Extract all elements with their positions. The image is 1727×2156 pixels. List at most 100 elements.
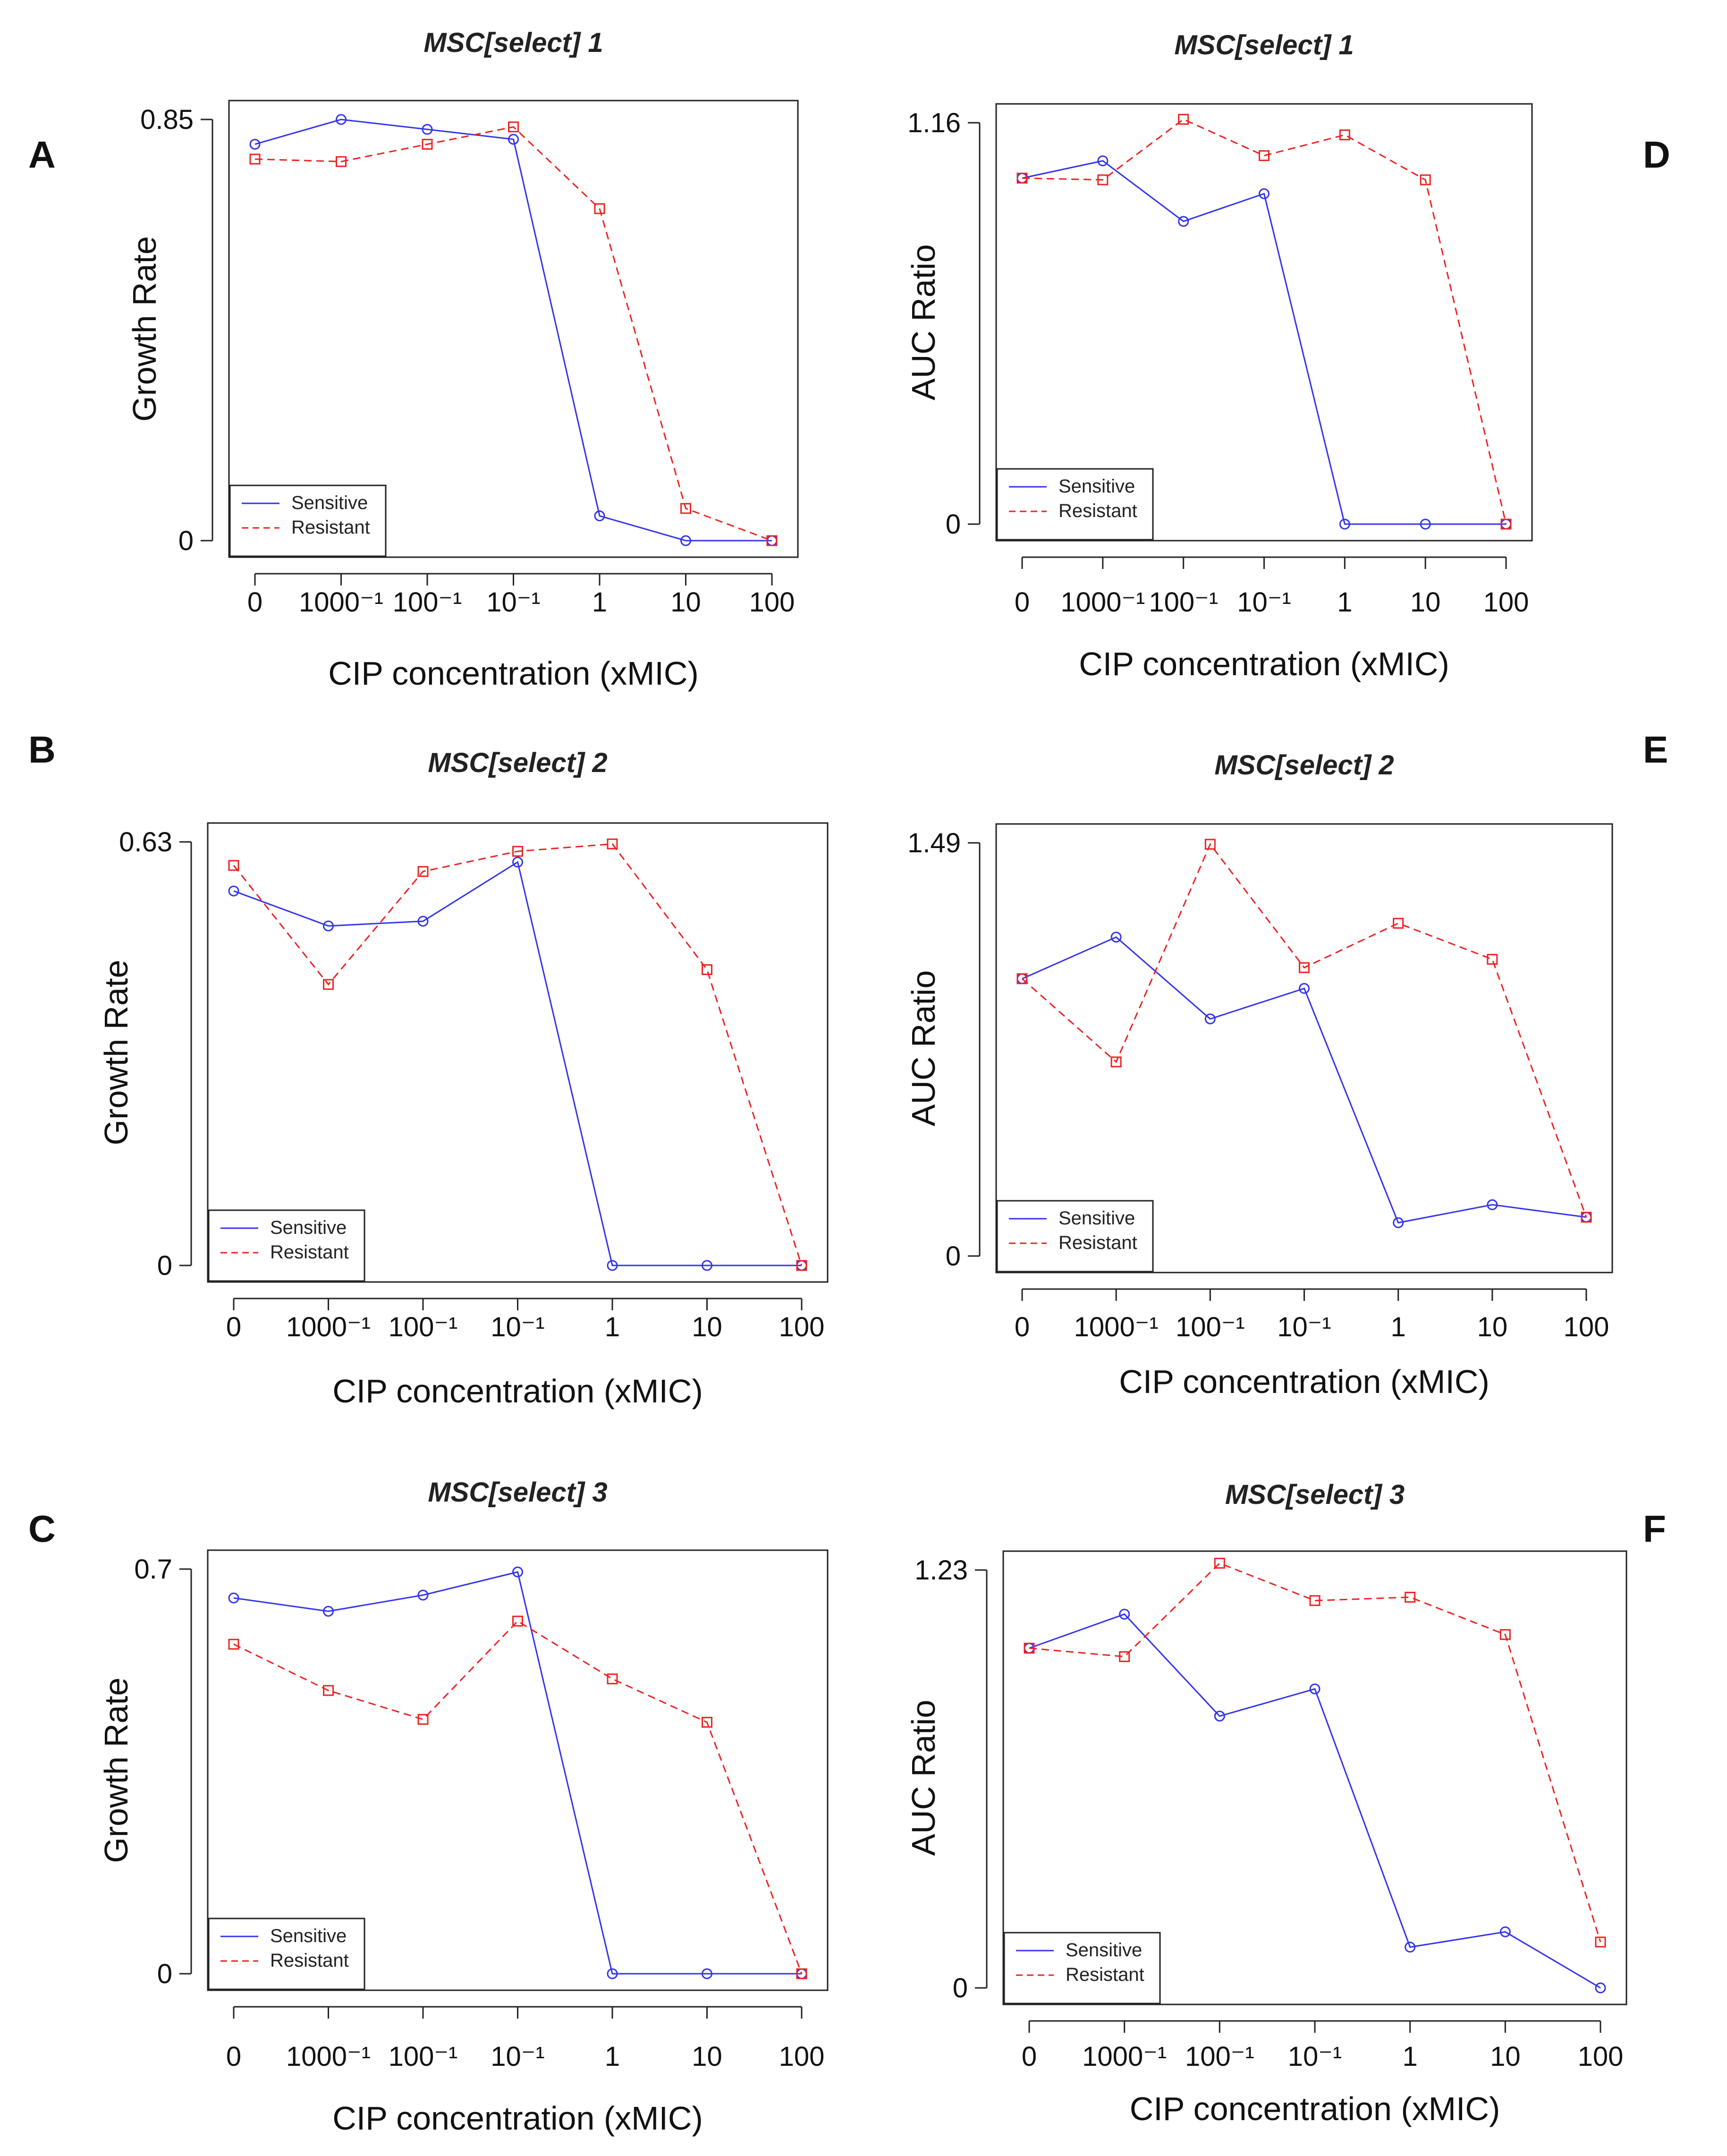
legend-label-resistant: Resistant [1058, 501, 1137, 521]
x-tick-label: 100⁻¹ [1149, 587, 1218, 618]
data-point-sensitive [1595, 1982, 1606, 1994]
x-tick-label: 100⁻¹ [393, 587, 462, 618]
plot-title: MSC[select] 3 [1225, 1479, 1405, 1510]
x-tick-label: 100 [1483, 587, 1529, 618]
x-tick-label: 1 [605, 2041, 620, 2072]
data-point-resistant [766, 535, 778, 546]
data-point-sensitive [417, 916, 429, 927]
data-point-resistant [1204, 839, 1216, 850]
legend-box [208, 1209, 365, 1282]
data-point-resistant [1487, 954, 1498, 965]
data-point-sensitive [417, 1589, 429, 1601]
series-line-sensitive [254, 119, 772, 542]
data-point-resistant [680, 503, 691, 514]
y-axis-label: Growth Rate [98, 960, 135, 1146]
data-point-resistant [702, 964, 712, 976]
x-tick-label: 100⁻¹ [1185, 2041, 1254, 2072]
legend: Sensitive Resistant [996, 468, 1154, 541]
x-tick-label: 100⁻¹ [389, 1312, 458, 1342]
data-point-resistant [228, 1638, 239, 1650]
y-tick-label: 1.16 [907, 108, 961, 138]
data-point-resistant [508, 121, 519, 133]
series-line-resistant [233, 1620, 803, 1974]
legend-label-resistant: Resistant [1058, 1232, 1137, 1253]
data-point-resistant [323, 979, 334, 990]
y-tick-label: 0 [178, 526, 194, 556]
x-tick-label: 10 [1477, 1312, 1508, 1342]
data-point-resistant [1119, 1651, 1130, 1662]
x-tick-label: 1000⁻¹ [299, 587, 383, 618]
legend: Sensitive Resistant [208, 1918, 365, 1990]
x-tick-label: 10⁻¹ [486, 587, 540, 618]
x-tick-label: 10⁻¹ [491, 1312, 544, 1342]
plot-frame [207, 822, 829, 1283]
panel-d: D MSC[select] 1 0 1000⁻¹ 100⁻¹ 10⁻¹ 1 10 100 0 1.1… [905, 30, 1670, 682]
x-tick-label: 10 [1490, 2041, 1521, 2072]
y-tick-label: 0.63 [119, 827, 172, 857]
data-point-resistant [1097, 174, 1109, 186]
data-point-resistant [594, 203, 605, 214]
legend-label-sensitive: Sensitive [1058, 1208, 1135, 1229]
data-point-resistant [417, 1714, 429, 1725]
data-point-sensitive [1178, 216, 1189, 227]
panel-c: C MSC[select] 3 0 1000⁻¹ 100⁻¹ 10⁻¹ 1 10 100 0 0.7… [28, 1477, 829, 2137]
series-line-sensitive [1022, 160, 1506, 525]
y-tick-label: 0.7 [134, 1554, 172, 1585]
data-point-sensitive [1487, 1199, 1498, 1210]
panel-letter-d: D [1643, 134, 1670, 176]
data-point-resistant [1595, 1936, 1606, 1948]
x-tick-label: 100 [779, 2041, 825, 2072]
data-point-resistant [1393, 917, 1404, 929]
data-point-sensitive [1420, 518, 1431, 530]
x-axis-label: CIP concentration (xMIC) [1130, 2090, 1500, 2127]
data-point-sensitive [1405, 1942, 1416, 1953]
x-tick-label: 100 [779, 1312, 825, 1342]
data-point-resistant [249, 153, 261, 165]
legend-label-sensitive: Sensitive [270, 1217, 347, 1238]
x-tick-label: 0 [1015, 587, 1030, 618]
data-point-sensitive [1339, 518, 1350, 530]
y-tick-label: 1.49 [907, 828, 961, 858]
x-axis-label: CIP concentration (xMIC) [1079, 645, 1449, 682]
x-tick-label: 10 [692, 2041, 722, 2072]
x-axis-label: CIP concentration (xMIC) [1119, 1363, 1490, 1400]
x-tick-label: 0 [247, 587, 262, 618]
legend-label-sensitive: Sensitive [270, 1926, 347, 1946]
series-line-resistant [233, 843, 803, 1266]
plot-frame [995, 823, 1613, 1273]
data-point-resistant [1024, 1642, 1035, 1654]
data-point-resistant [1405, 1592, 1416, 1603]
x-tick-label: 0 [226, 2041, 241, 2072]
data-point-sensitive [1204, 1013, 1216, 1025]
data-point-sensitive [422, 124, 433, 135]
x-tick-label: 1 [592, 587, 607, 618]
data-point-resistant [1499, 1629, 1511, 1640]
y-tick-label: 0.85 [140, 104, 194, 135]
y-tick-label: 0 [946, 509, 961, 540]
plot-title: MSC[select] 2 [1214, 750, 1394, 781]
panel-letter-a: A [28, 134, 56, 176]
x-tick-label: 1 [1337, 587, 1352, 618]
data-point-sensitive [228, 885, 239, 897]
panel-letter-c: C [28, 1508, 56, 1550]
data-point-resistant [1299, 962, 1310, 973]
data-point-sensitive [607, 1968, 618, 1979]
x-tick-label: 10⁻¹ [1277, 1312, 1331, 1342]
y-axis-label: Growth Rate [126, 236, 163, 422]
plot-title: MSC[select] 2 [428, 747, 607, 778]
data-point-resistant [607, 838, 618, 849]
data-point-resistant [228, 860, 239, 871]
series-line-resistant [1022, 118, 1507, 525]
x-axis-label: CIP concentration (xMIC) [332, 1373, 703, 1409]
x-tick-label: 1 [605, 1312, 620, 1342]
data-point-sensitive [336, 114, 347, 125]
data-point-resistant [1339, 129, 1350, 141]
panel-a: A MSC[select] 1 0 1000⁻¹ 100⁻¹ 10⁻¹ 1 10 100 0 0.8… [28, 27, 799, 692]
legend: Sensitive Resistant [208, 1209, 365, 1282]
x-tick-label: 10⁻¹ [1237, 587, 1291, 618]
data-point-resistant [1500, 518, 1512, 530]
data-point-sensitive [1214, 1710, 1225, 1722]
data-point-sensitive [1309, 1683, 1321, 1695]
x-tick-label: 100⁻¹ [1176, 1312, 1245, 1342]
legend-box [229, 484, 387, 557]
